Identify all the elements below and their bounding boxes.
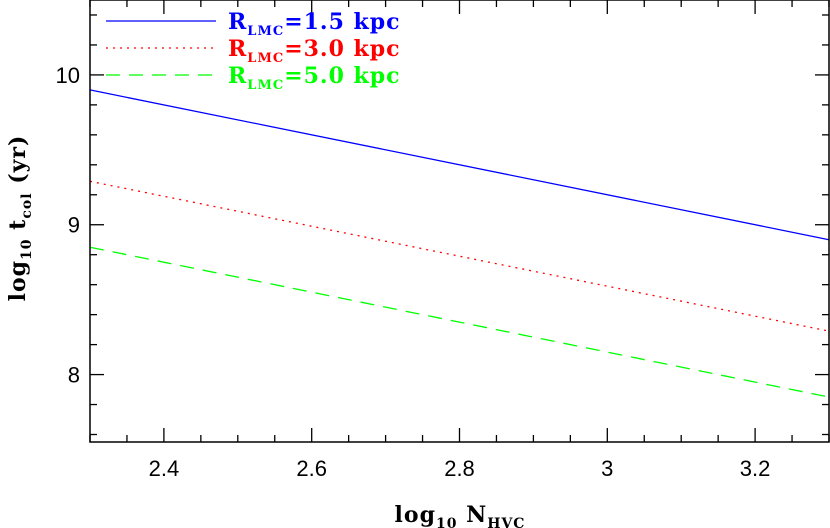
legend-label-2: RLMC=3.0 kpc (228, 36, 401, 66)
plot-frame (89, 0, 830, 443)
x-tick-label: 3 (601, 456, 613, 481)
x-axis-title: log10 NHVC (395, 502, 526, 528)
x-tick-label: 2.4 (149, 456, 180, 481)
y-axis-title-main: log (5, 260, 31, 301)
x-tick-label: 3.2 (740, 456, 771, 481)
series-line-2 (89, 180, 830, 332)
x-tick-label: 2.8 (444, 456, 475, 481)
plot-lines (89, 89, 830, 398)
x-axis-title-sub2: HVC (487, 516, 525, 528)
y-tick-label: 9 (68, 213, 80, 238)
y-axis-title-sub2: col (19, 192, 35, 218)
legend-label-3: RLMC=5.0 kpc (228, 63, 401, 93)
x-axis-title-sub1: 10 (436, 516, 457, 528)
x-tick-label: 2.6 (296, 456, 327, 481)
series-line-3 (89, 246, 830, 398)
axis-ticks (89, 0, 830, 442)
tick-labels: 2.4 2.6 2.8 3 3.2 8 9 10 (56, 63, 771, 481)
x-axis-title-main2: N (457, 502, 487, 528)
legend-label-1: RLMC=1.5 kpc (228, 9, 401, 39)
series-line-1 (89, 89, 830, 241)
x-axis-title-main: log (395, 502, 436, 528)
y-axis-title-sub1: 10 (19, 238, 35, 259)
y-tick-label: 10 (56, 63, 80, 88)
y-tick-label: 8 (68, 363, 80, 388)
y-axis-title-main3: (yr) (5, 135, 31, 193)
y-axis-title: log10 tcol (yr) (5, 135, 35, 302)
y-axis-title-main2: t (5, 219, 31, 239)
